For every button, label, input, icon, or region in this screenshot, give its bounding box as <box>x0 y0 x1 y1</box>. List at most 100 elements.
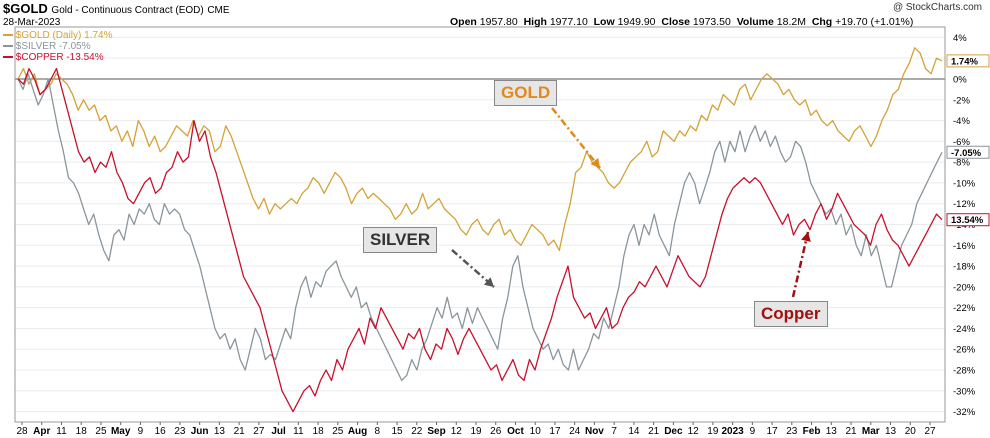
x-tick-label: Dec <box>664 426 683 437</box>
y-tick-label: -28% <box>953 366 976 377</box>
x-tick-label: 13 <box>885 426 897 437</box>
y-tick-label: -4% <box>953 116 970 127</box>
y-tick-label: -26% <box>953 345 976 356</box>
copper-annotation: Copper <box>754 301 828 327</box>
x-tick-label: 21 <box>845 426 857 437</box>
x-tick-label: 15 <box>391 426 403 437</box>
x-tick-label: 25 <box>332 426 344 437</box>
legend-copper: $COPPER -13.54% <box>3 52 104 63</box>
x-tick-label: Nov <box>585 426 604 437</box>
x-tick-label: 11 <box>56 426 67 437</box>
x-tick-label: 25 <box>95 426 107 437</box>
x-tick-label: 13 <box>214 426 226 437</box>
silver-arrow <box>451 249 495 288</box>
x-tick-label: 10 <box>530 426 542 437</box>
brand-watermark: @ StockCharts.com <box>892 2 982 13</box>
x-tick-label: Mar <box>862 426 880 437</box>
x-tick-label: Oct <box>507 426 524 437</box>
series-lines <box>17 47 943 413</box>
silver-annotation: SILVER <box>363 227 438 253</box>
x-tick-label: 20 <box>905 426 917 437</box>
low-value: 1949.90 <box>617 16 656 28</box>
y-tick-label: 4% <box>953 33 967 44</box>
x-tick-label: 17 <box>549 426 561 437</box>
series-line-gold <box>17 47 943 252</box>
last-value-flag <box>946 54 990 68</box>
series-line-copper <box>17 67 943 413</box>
x-tick-label: 21 <box>234 426 246 437</box>
y-tick-label: -8% <box>953 158 970 169</box>
chart-date: 28-Mar-2023 <box>3 17 61 28</box>
x-tick-label: Sep <box>427 426 445 437</box>
y-tick-label: -16% <box>953 241 976 252</box>
x-tick-label: 27 <box>924 426 936 437</box>
x-tick-label: 12 <box>688 426 700 437</box>
symbol: $GOLD <box>3 1 48 16</box>
y-tick-label: 0% <box>953 74 967 85</box>
axes: 4%2%0%-2%-4%-6%-8%-10%-12%-14%-16%-18%-2… <box>14 26 990 437</box>
plot-frame <box>14 26 946 423</box>
x-tick-label: 11 <box>293 426 304 437</box>
copper-arrow <box>791 231 810 298</box>
y-tick-label: -20% <box>953 282 976 293</box>
x-tick-label: 18 <box>76 426 88 437</box>
x-tick-label: 19 <box>470 426 482 437</box>
close-value: 1973.50 <box>692 16 731 28</box>
y-tick-label: -18% <box>953 262 976 273</box>
last-value-flag <box>946 145 990 159</box>
silver-arrow-head <box>483 277 494 287</box>
x-tick-label: Feb <box>803 426 821 437</box>
x-tick-label: 22 <box>411 426 423 437</box>
series-line-silver <box>17 73 943 382</box>
legend-gold: $GOLD (Daily) 1.74% <box>3 30 112 41</box>
y-tick-label: -30% <box>953 386 976 397</box>
high-value: 1977.10 <box>549 16 588 28</box>
x-tick-label: May <box>111 426 131 437</box>
x-tick-label: Jul <box>271 426 286 437</box>
gold-annotation: GOLD <box>494 80 558 106</box>
y-tick-label: -10% <box>953 178 976 189</box>
x-tick-label: 28 <box>16 426 28 437</box>
x-tick-label: 26 <box>490 426 502 437</box>
volume-value: 18.2M <box>776 16 806 28</box>
x-tick-label: 23 <box>786 426 798 437</box>
x-tick-label: 24 <box>569 426 581 437</box>
x-tick-label: 23 <box>174 426 186 437</box>
x-tick-label: 9 <box>138 426 144 437</box>
x-tick-label: 9 <box>750 426 756 437</box>
gold-arrow <box>551 107 601 169</box>
last-value-label: 1.74% <box>951 56 978 67</box>
open-value: 1957.80 <box>479 16 518 28</box>
x-tick-label: 16 <box>155 426 167 437</box>
y-tick-label: -22% <box>953 303 976 314</box>
x-tick-label: 27 <box>253 426 265 437</box>
x-tick-label: 12 <box>451 426 463 437</box>
x-tick-label: 19 <box>707 426 719 437</box>
x-tick-label: 14 <box>628 426 640 437</box>
last-value-flag <box>946 213 990 227</box>
x-tick-label: Apr <box>33 426 50 437</box>
annotation-arrows <box>451 107 811 298</box>
x-tick-label: Aug <box>348 426 367 437</box>
x-tick-label: 17 <box>767 426 779 437</box>
legend-silver: $SILVER -7.05% <box>3 41 91 52</box>
ohlc-readout: Open 1957.80 High 1977.10 Low 1949.90 Cl… <box>450 16 914 28</box>
exchange: CME <box>207 5 230 16</box>
last-value-label: 13.54% <box>951 215 984 226</box>
x-tick-label: 21 <box>648 426 660 437</box>
x-tick-label: 8 <box>375 426 381 437</box>
symbol-description: Gold - Continuous Contract (EOD) <box>51 5 204 16</box>
change-value: +19.70 (+1.01%) <box>835 16 914 28</box>
y-tick-label: -2% <box>953 95 970 106</box>
copper-arrow-head <box>801 232 811 242</box>
x-tick-label: Jun <box>191 426 209 437</box>
y-tick-label: -6% <box>953 137 970 148</box>
x-tick-label: 13 <box>826 426 838 437</box>
symbol-title: $GOLD Gold - Continuous Contract (EOD) C… <box>3 1 230 16</box>
last-value-label: -7.05% <box>951 148 982 159</box>
y-tick-label: -32% <box>953 407 976 418</box>
y-tick-label: -24% <box>953 324 976 335</box>
y-tick-label: -12% <box>953 199 976 210</box>
gold-arrow-head <box>590 157 600 168</box>
